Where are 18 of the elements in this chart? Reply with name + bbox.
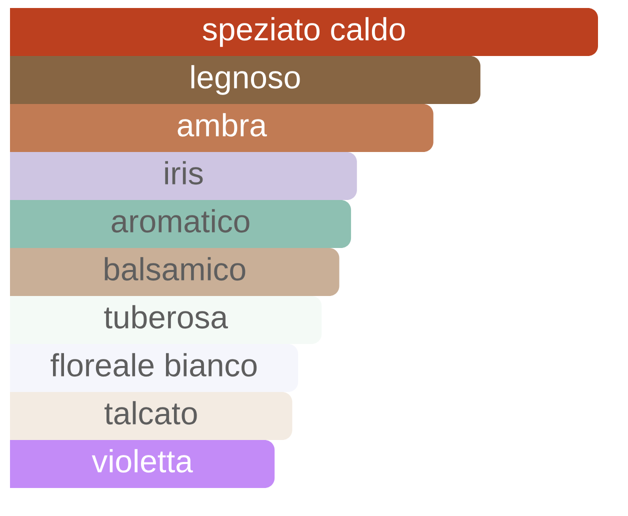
bar [10, 248, 340, 296]
y-tick-label: violetta [92, 449, 193, 473]
y-tick-label: balsamico [104, 257, 246, 281]
bar [10, 56, 480, 104]
bar [10, 152, 357, 200]
y-tick-label: talcato [104, 401, 197, 425]
y-tick-label: floreale bianco [50, 353, 257, 377]
bar [10, 8, 598, 56]
y-tick-label: ambra [178, 113, 267, 137]
y-tick-label: legnoso [191, 65, 300, 95]
y-tick-label: speziato caldo [202, 17, 405, 47]
y-tick-label: tuberosa [104, 305, 228, 329]
bar [10, 200, 352, 248]
bar [10, 392, 292, 440]
bar [10, 104, 434, 152]
bar [10, 440, 275, 488]
y-tick-label: aromatico [112, 209, 250, 233]
y-tick-label: iris [165, 161, 203, 185]
